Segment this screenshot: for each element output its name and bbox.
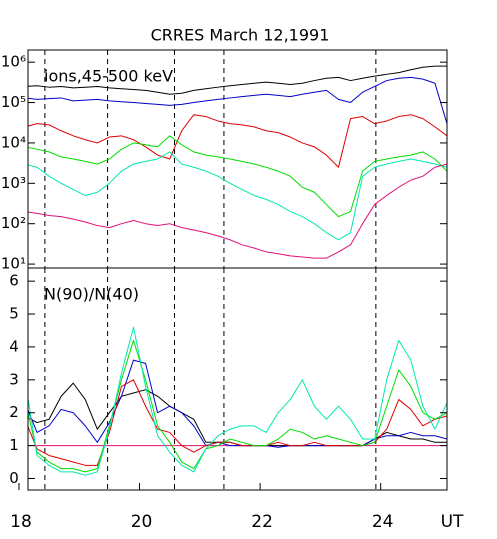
y-tick-label: 6 xyxy=(9,272,19,290)
y-tick-label: 5 xyxy=(9,305,19,323)
y-tick-label: 3 xyxy=(9,370,19,388)
series-line xyxy=(28,135,447,218)
y-tick-label: 4 xyxy=(9,337,19,355)
y-tick-label: 10⁶ xyxy=(1,53,26,71)
y-tick-label: 10⁵ xyxy=(1,93,26,111)
y-tick-label: 0 xyxy=(9,469,19,487)
series-line xyxy=(28,379,447,466)
plot-area xyxy=(28,268,447,490)
y-tick-label: 10¹ xyxy=(1,255,26,273)
x-tick-label: 24 xyxy=(372,512,394,532)
panel-frame xyxy=(27,267,448,491)
panel-label: N(90)/N(40) xyxy=(44,285,139,304)
x-axis-label: UT xyxy=(441,512,464,532)
y-tick-label: 1 xyxy=(9,436,19,454)
x-tick-label: 22 xyxy=(251,512,273,532)
x-tick-label: 18 xyxy=(10,512,32,532)
series-line xyxy=(28,326,447,476)
chart-title: CRRES March 12,1991 xyxy=(151,26,330,45)
y-tick-label: 2 xyxy=(9,403,19,421)
y-tick-label: 10³ xyxy=(1,174,26,192)
y-tick-label: 10⁴ xyxy=(1,133,26,151)
panel-label: ions,45-500 keV xyxy=(44,67,173,86)
series-line xyxy=(28,65,447,95)
plot-area xyxy=(28,50,447,268)
series-line xyxy=(28,339,447,473)
series-line xyxy=(28,359,447,448)
series-line xyxy=(28,163,447,259)
x-tick-label: 20 xyxy=(131,512,153,532)
series-line xyxy=(28,151,447,241)
series-line xyxy=(28,76,447,124)
y-tick-label: 10² xyxy=(1,214,26,232)
series-line xyxy=(28,114,447,168)
